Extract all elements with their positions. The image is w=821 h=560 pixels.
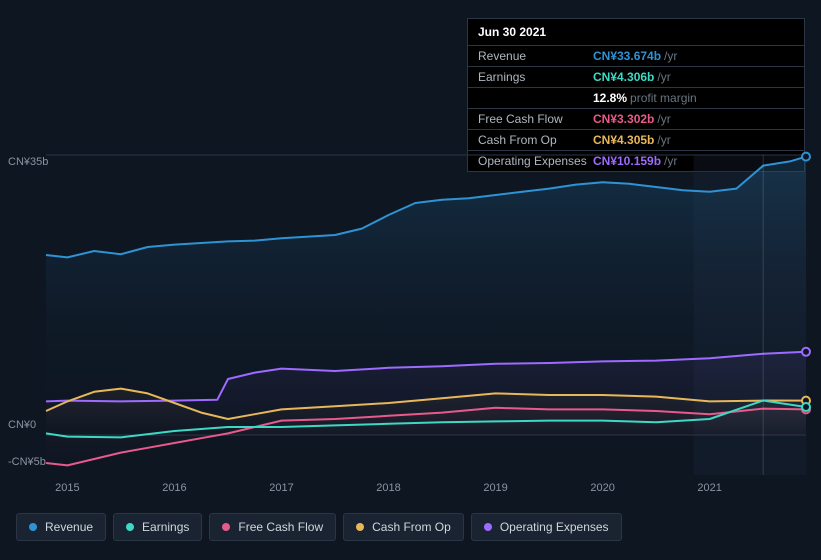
x-axis: 2015 2016 2017 2018 2019 2020 2021 — [16, 482, 806, 496]
x-axis-label: 2020 — [590, 482, 614, 494]
tooltip-row-value: 12.8% — [593, 91, 627, 105]
legend-item-label: Earnings — [142, 520, 189, 534]
x-axis-label: 2016 — [162, 482, 186, 494]
tooltip-row: EarningsCN¥4.306b/yr — [468, 67, 804, 88]
tooltip-row-value: CN¥4.305b — [593, 133, 654, 147]
tooltip-row-label: Free Cash Flow — [478, 112, 593, 126]
legend-dot-icon — [126, 523, 134, 531]
legend-item-revenue[interactable]: Revenue — [16, 513, 106, 541]
tooltip-row-value: CN¥3.302b — [593, 112, 654, 126]
x-axis-label: 2015 — [55, 482, 79, 494]
x-axis-label: 2017 — [269, 482, 293, 494]
tooltip-row: Cash From OpCN¥4.305b/yr — [468, 130, 804, 151]
legend-item-earnings[interactable]: Earnings — [113, 513, 202, 541]
tooltip-date: Jun 30 2021 — [468, 19, 804, 46]
hover-tooltip: Jun 30 2021 RevenueCN¥33.674b/yrEarnings… — [467, 18, 805, 172]
legend-item-opex[interactable]: Operating Expenses — [471, 513, 622, 541]
legend-item-fcf[interactable]: Free Cash Flow — [209, 513, 336, 541]
tooltip-row-label: Cash From Op — [478, 133, 593, 147]
legend-item-label: Operating Expenses — [500, 520, 609, 534]
tooltip-row-value: CN¥33.674b — [593, 49, 661, 63]
legend-item-label: Free Cash Flow — [238, 520, 323, 534]
legend-item-cashfromop[interactable]: Cash From Op — [343, 513, 464, 541]
tooltip-row-unit: /yr — [664, 49, 677, 63]
legend-dot-icon — [484, 523, 492, 531]
tooltip-row-unit: profit margin — [630, 91, 697, 105]
tooltip-row-label — [478, 91, 593, 105]
legend: Revenue Earnings Free Cash Flow Cash From O… — [16, 513, 622, 541]
tooltip-row-unit: /yr — [657, 133, 670, 147]
tooltip-row: Free Cash FlowCN¥3.302b/yr — [468, 109, 804, 130]
x-axis-label: 2018 — [376, 482, 400, 494]
tooltip-row: 12.8%profit margin — [468, 88, 804, 109]
tooltip-row-label: Revenue — [478, 49, 593, 63]
tooltip-row-label: Earnings — [478, 70, 593, 84]
tooltip-row: RevenueCN¥33.674b/yr — [468, 46, 804, 67]
legend-dot-icon — [356, 523, 364, 531]
legend-dot-icon — [29, 523, 37, 531]
x-axis-label: 2021 — [697, 482, 721, 494]
chart-svg — [16, 155, 806, 475]
legend-item-label: Revenue — [45, 520, 93, 534]
tooltip-row-value: CN¥4.306b — [593, 70, 654, 84]
legend-dot-icon — [222, 523, 230, 531]
tooltip-row-unit: /yr — [657, 112, 670, 126]
x-axis-label: 2019 — [483, 482, 507, 494]
tooltip-row-unit: /yr — [657, 70, 670, 84]
chart-plot-area[interactable] — [16, 155, 806, 475]
legend-item-label: Cash From Op — [372, 520, 451, 534]
